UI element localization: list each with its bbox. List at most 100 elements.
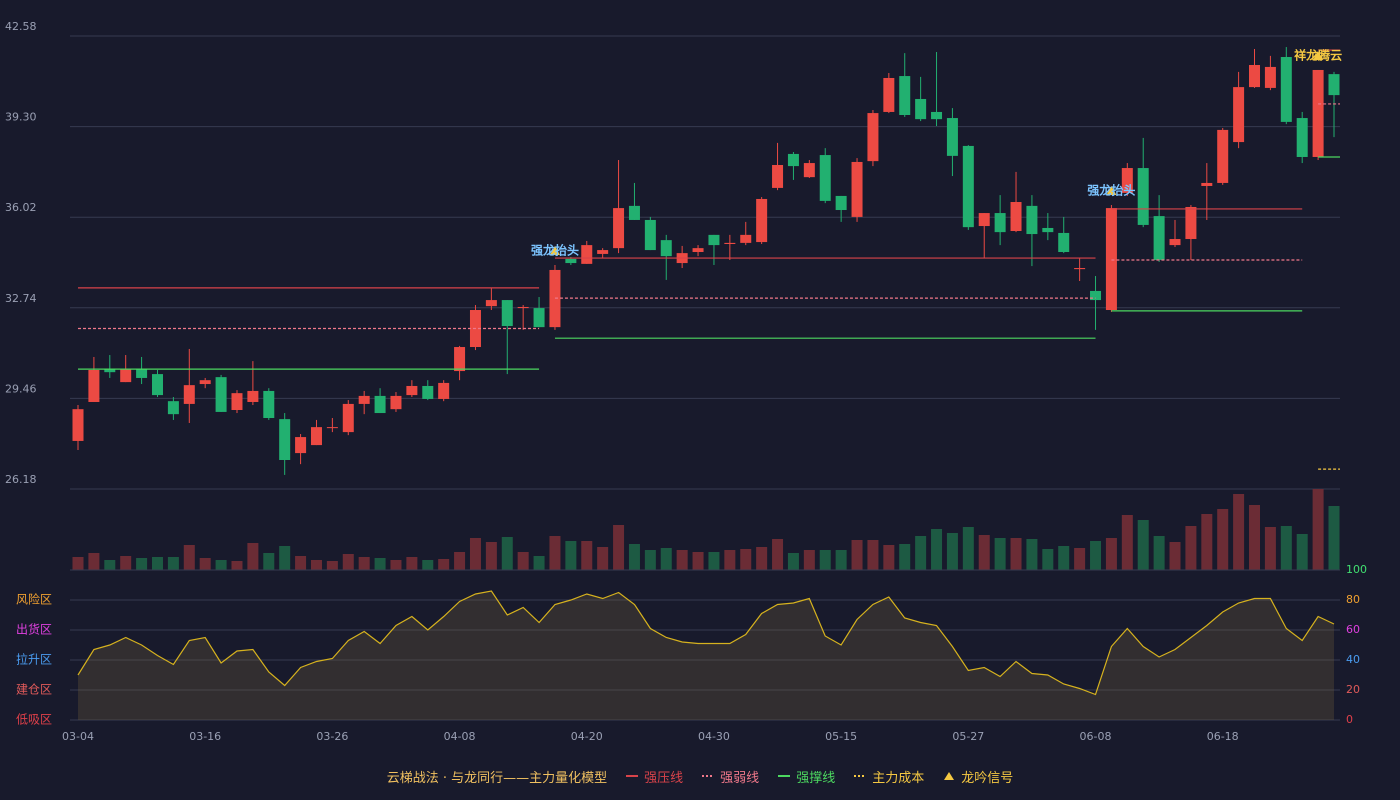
- volume-bar: [787, 553, 799, 570]
- chart: 26.1829.4632.7436.0239.3042.58强龙抬头强龙抬头祥龙…: [5, 20, 1367, 743]
- candle-body: [946, 118, 958, 156]
- candle-body: [756, 198, 768, 243]
- volume-bar: [326, 561, 338, 570]
- signal-marker: [1106, 186, 1117, 196]
- volume-bar: [883, 545, 895, 570]
- candle-body: [867, 113, 879, 162]
- legend-triangle: [944, 772, 955, 780]
- volume-bar: [1010, 538, 1022, 570]
- candle-body: [787, 153, 799, 167]
- volume-bar: [263, 553, 275, 570]
- legend-icon: [778, 775, 791, 777]
- volume-bar: [756, 547, 768, 570]
- candle-body: [1137, 168, 1149, 225]
- candle-body: [597, 250, 609, 254]
- legend-item: 强撑线: [777, 767, 835, 786]
- x-tick-label: 05-15: [825, 730, 857, 743]
- osc-tick-label: 0: [1346, 713, 1353, 726]
- volume-bar: [628, 544, 640, 570]
- volume-bar: [724, 550, 736, 570]
- candle-body: [72, 409, 84, 441]
- legend-icon: [702, 775, 715, 777]
- candle-body: [517, 306, 529, 309]
- volume-bar: [390, 560, 402, 570]
- volume-bar: [740, 549, 752, 570]
- legend-item: 强弱线: [701, 767, 759, 786]
- y-tick-label: 39.30: [5, 111, 37, 124]
- volume-bar: [151, 557, 163, 570]
- candle-body: [406, 385, 418, 396]
- zone-label: 出货区: [16, 622, 52, 637]
- volume-bar: [1153, 536, 1165, 570]
- candle-body: [883, 77, 895, 112]
- candle-body: [151, 374, 163, 396]
- volume-bar: [978, 535, 990, 570]
- volume-bar: [215, 560, 227, 570]
- volume-bar: [851, 540, 863, 570]
- candle-body: [533, 308, 545, 328]
- volume-bar: [1185, 526, 1197, 570]
- candle-body: [565, 258, 577, 264]
- volume-bar: [1328, 506, 1340, 570]
- signal-marker: [549, 245, 560, 255]
- volume-bar: [136, 558, 148, 570]
- volume-bar: [915, 536, 927, 570]
- candle-body: [1233, 87, 1245, 143]
- candle-body: [915, 98, 927, 120]
- zone-label: 建仓区: [16, 683, 52, 697]
- volume-bar: [946, 533, 958, 570]
- candle-body: [1026, 205, 1038, 235]
- candle-body: [931, 111, 943, 120]
- candle-body: [660, 240, 672, 257]
- volume-bar: [660, 548, 672, 570]
- volume-bar: [310, 560, 322, 570]
- candle-body: [1169, 239, 1181, 246]
- candle-body: [978, 213, 990, 227]
- legend-title: 云梯战法 · 与龙同行——主力量化模型: [386, 770, 608, 786]
- volume-bar: [501, 537, 513, 570]
- candle-body: [1074, 268, 1086, 270]
- osc-area: [78, 591, 1334, 720]
- legend-label: 强压线: [644, 770, 684, 786]
- y-tick-label: 36.02: [5, 201, 37, 214]
- volume-bar: [1201, 514, 1213, 570]
- osc-line: [77, 590, 1335, 696]
- candle-body: [962, 145, 974, 228]
- volume-bar: [104, 560, 116, 570]
- candle-body: [899, 76, 911, 115]
- x-tick-label: 04-30: [698, 730, 730, 743]
- volume-bar: [565, 541, 577, 570]
- x-tick-label: 05-27: [952, 730, 984, 743]
- volume-bar: [931, 529, 943, 570]
- volume-bar: [247, 543, 259, 570]
- legend-item: 强压线: [625, 767, 683, 786]
- candle-body: [310, 427, 322, 446]
- candle-body: [215, 377, 227, 412]
- candle-body: [358, 395, 370, 404]
- volume-bar: [342, 554, 354, 570]
- zone-label: 低吸区: [16, 713, 52, 727]
- candle-body: [803, 163, 815, 178]
- candle-body: [1280, 56, 1292, 122]
- volume-bar: [835, 550, 847, 570]
- candle-body: [1105, 208, 1117, 311]
- candle-body: [374, 395, 386, 414]
- candle-body: [422, 385, 434, 399]
- candle-body: [819, 155, 831, 201]
- candle-body: [628, 205, 640, 220]
- volume-bar: [438, 559, 450, 570]
- candle-body: [772, 164, 784, 188]
- candle-body: [247, 390, 259, 402]
- zone-label: 风险区: [16, 592, 52, 607]
- candle-body: [851, 161, 863, 217]
- legend-label: 强弱线: [720, 770, 760, 786]
- candle-body: [485, 300, 497, 307]
- candle-body: [994, 213, 1006, 233]
- candle-body: [120, 369, 132, 383]
- volume-bar: [1217, 509, 1229, 570]
- volume-bar: [962, 527, 974, 570]
- candle-body: [183, 385, 195, 404]
- x-tick-label: 03-16: [189, 730, 221, 743]
- volume-bar: [1090, 541, 1102, 570]
- candle-body: [326, 427, 338, 429]
